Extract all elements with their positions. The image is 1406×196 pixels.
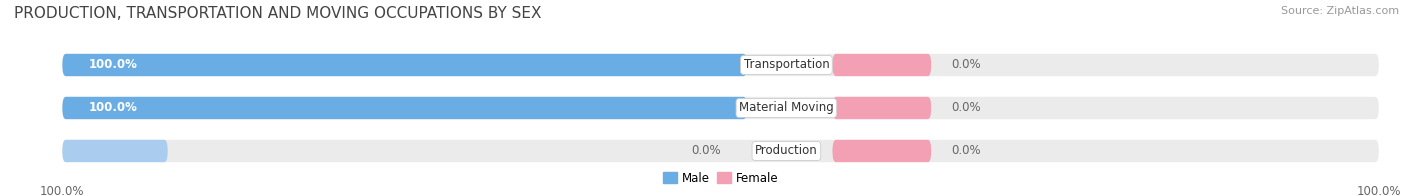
Text: Transportation: Transportation: [744, 58, 830, 72]
FancyBboxPatch shape: [62, 97, 747, 119]
Legend: Male, Female: Male, Female: [662, 172, 779, 184]
Text: Source: ZipAtlas.com: Source: ZipAtlas.com: [1281, 6, 1399, 16]
FancyBboxPatch shape: [62, 97, 1379, 119]
FancyBboxPatch shape: [832, 97, 931, 119]
Text: 0.0%: 0.0%: [690, 144, 721, 157]
Text: 0.0%: 0.0%: [950, 102, 980, 114]
Text: Material Moving: Material Moving: [740, 102, 834, 114]
FancyBboxPatch shape: [832, 140, 931, 162]
FancyBboxPatch shape: [832, 54, 931, 76]
Text: PRODUCTION, TRANSPORTATION AND MOVING OCCUPATIONS BY SEX: PRODUCTION, TRANSPORTATION AND MOVING OC…: [14, 6, 541, 21]
Text: 100.0%: 100.0%: [89, 58, 138, 72]
FancyBboxPatch shape: [62, 140, 1379, 162]
Text: 0.0%: 0.0%: [950, 144, 980, 157]
FancyBboxPatch shape: [62, 140, 167, 162]
FancyBboxPatch shape: [62, 54, 1379, 76]
Text: Production: Production: [755, 144, 818, 157]
FancyBboxPatch shape: [62, 54, 747, 76]
Text: 0.0%: 0.0%: [950, 58, 980, 72]
Text: 100.0%: 100.0%: [89, 102, 138, 114]
